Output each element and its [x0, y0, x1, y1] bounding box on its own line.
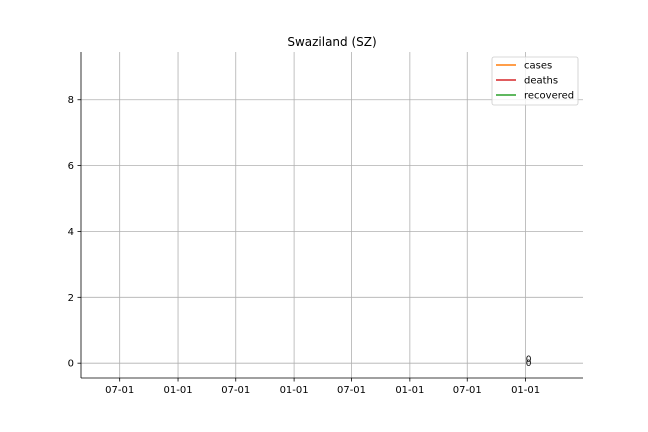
data-label: 0: [526, 355, 532, 365]
x-tick-label: 01-01: [395, 385, 424, 396]
y-tick-label: 6: [68, 161, 74, 172]
y-tick-label: 8: [68, 95, 74, 106]
chart-title: Swaziland (SZ): [287, 35, 376, 49]
x-tick-label: 07-01: [453, 385, 482, 396]
legend-label-cases: cases: [524, 61, 552, 72]
x-tick-label: 07-01: [337, 385, 366, 396]
x-tick-label: 01-01: [280, 385, 309, 396]
y-tick-label: 4: [68, 227, 74, 238]
x-tick-label: 01-01: [511, 385, 540, 396]
x-tick-label: 07-01: [221, 385, 250, 396]
x-tick-label: 01-01: [164, 385, 193, 396]
legend-label-deaths: deaths: [524, 76, 558, 87]
data-labels: 00: [526, 355, 532, 369]
y-tick-label: 0: [68, 359, 74, 370]
x-axis-ticks: 07-01 01-01 07-01 01-01 07-01 01-01 07-01 01-01: [105, 378, 540, 396]
legend-box: [491, 56, 579, 106]
data-label: 0: [526, 359, 532, 369]
y-tick-label: 2: [68, 293, 74, 304]
legend: cases deaths recovered: [491, 56, 579, 106]
y-axis-ticks: 0 2 4 6 8: [68, 95, 81, 370]
x-tick-label: 07-01: [105, 385, 134, 396]
axes: [80, 52, 583, 379]
legend-label-recovered: recovered: [524, 91, 574, 102]
